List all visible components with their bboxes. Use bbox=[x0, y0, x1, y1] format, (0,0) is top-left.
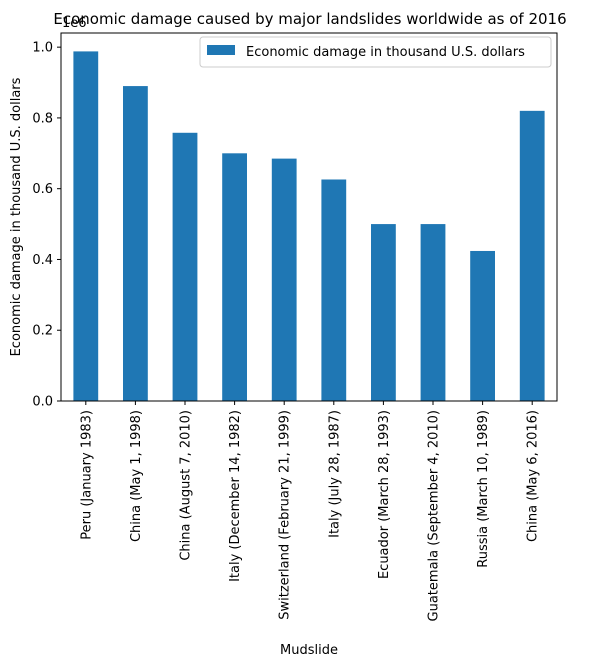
x-tick-label: China (May 1, 1998) bbox=[129, 410, 144, 542]
x-axis-label: Mudslide bbox=[280, 643, 338, 658]
x-tick-label: Switzerland (February 21, 1999) bbox=[278, 410, 293, 620]
x-tick-label: China (May 6, 2016) bbox=[526, 410, 541, 542]
legend-frame bbox=[199, 36, 552, 68]
bar-6 bbox=[321, 179, 347, 401]
x-tick-label: China (August 7, 2010) bbox=[179, 410, 194, 561]
y-tick-label: 0.0 bbox=[32, 395, 53, 410]
bar-4 bbox=[222, 153, 247, 401]
chart-title: Economic damage caused by major landslid… bbox=[53, 10, 566, 28]
plot-frame bbox=[60, 32, 558, 402]
y-tick-label: 0.4 bbox=[32, 253, 53, 268]
legend-swatch bbox=[207, 45, 235, 55]
y-axis-ticks: 0.0 0.2 0.4 0.6 0.8 1.0 bbox=[32, 41, 61, 410]
bars-group bbox=[73, 51, 545, 402]
legend: Economic damage in thousand U.S. dollars bbox=[199, 36, 552, 68]
legend-label: Economic damage in thousand U.S. dollars bbox=[246, 45, 525, 60]
x-tick-label: Guatemala (September 4, 2010) bbox=[427, 410, 442, 621]
y-axis-multiplier: 1e6 bbox=[62, 16, 87, 31]
bar-8 bbox=[420, 224, 446, 401]
y-tick-label: 1.0 bbox=[32, 41, 53, 56]
bar-9 bbox=[470, 250, 495, 401]
y-tick-label: 0.6 bbox=[32, 182, 53, 197]
x-tick-label: Italy (December 14, 1982) bbox=[228, 410, 243, 582]
bar-5 bbox=[271, 158, 297, 401]
y-tick-label: 0.8 bbox=[32, 111, 53, 126]
bar-10 bbox=[519, 110, 545, 401]
x-axis-ticks: Peru (January 1983) China (May 1, 1998) Ch… bbox=[79, 401, 541, 621]
y-axis-label: Economic damage in thousand U.S. dollars bbox=[9, 77, 24, 356]
x-tick-label: Peru (January 1983) bbox=[79, 410, 94, 540]
bar-3 bbox=[172, 132, 198, 402]
x-tick-label: Russia (March 10, 1989) bbox=[476, 410, 491, 568]
y-tick-label: 0.2 bbox=[32, 324, 53, 339]
x-tick-label: Ecuador (March 28, 1993) bbox=[377, 410, 392, 579]
x-tick-label: Italy (July 28, 1987) bbox=[327, 410, 342, 538]
bar-1 bbox=[73, 51, 99, 402]
bar-2 bbox=[123, 86, 148, 402]
bar-7 bbox=[371, 224, 396, 401]
